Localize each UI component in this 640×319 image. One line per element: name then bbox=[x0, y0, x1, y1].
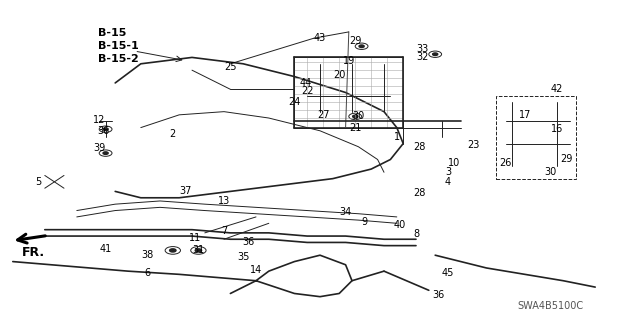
Text: 33: 33 bbox=[416, 44, 429, 55]
Text: 14: 14 bbox=[250, 264, 262, 275]
Text: 16: 16 bbox=[550, 124, 563, 134]
Text: 45: 45 bbox=[442, 268, 454, 278]
Text: 27: 27 bbox=[317, 110, 330, 120]
Text: 32: 32 bbox=[416, 52, 429, 63]
Text: B-15-2: B-15-2 bbox=[98, 54, 139, 64]
Circle shape bbox=[170, 249, 176, 252]
Circle shape bbox=[195, 249, 202, 252]
Text: 22: 22 bbox=[301, 86, 314, 96]
Text: B-15: B-15 bbox=[98, 28, 126, 39]
Text: 3: 3 bbox=[445, 167, 451, 177]
Text: 5: 5 bbox=[35, 177, 42, 187]
Text: 36: 36 bbox=[432, 290, 445, 300]
Text: 44: 44 bbox=[299, 78, 312, 88]
Text: 2: 2 bbox=[170, 129, 176, 139]
Text: 11: 11 bbox=[189, 233, 202, 243]
Text: 38: 38 bbox=[141, 250, 154, 260]
FancyBboxPatch shape bbox=[294, 57, 403, 128]
Text: 39: 39 bbox=[93, 143, 106, 153]
Circle shape bbox=[103, 152, 108, 154]
Text: 36: 36 bbox=[97, 126, 110, 136]
Text: 10: 10 bbox=[448, 158, 461, 168]
Text: B-15-1: B-15-1 bbox=[98, 41, 139, 51]
Text: 30: 30 bbox=[544, 167, 557, 177]
Text: 25: 25 bbox=[224, 62, 237, 72]
Circle shape bbox=[359, 45, 364, 48]
Text: 7: 7 bbox=[221, 226, 227, 236]
Text: 23: 23 bbox=[467, 140, 480, 150]
Text: 21: 21 bbox=[349, 122, 362, 133]
Text: 30: 30 bbox=[352, 111, 365, 122]
Text: 1: 1 bbox=[394, 132, 400, 142]
Text: 6: 6 bbox=[144, 268, 150, 278]
Circle shape bbox=[103, 128, 108, 130]
Text: 17: 17 bbox=[518, 110, 531, 120]
Text: 26: 26 bbox=[499, 158, 512, 168]
Text: 9: 9 bbox=[362, 217, 368, 227]
Text: 36: 36 bbox=[242, 237, 255, 247]
Circle shape bbox=[353, 115, 358, 118]
Text: 12: 12 bbox=[93, 115, 106, 125]
Text: 35: 35 bbox=[237, 252, 250, 262]
Text: 41: 41 bbox=[99, 244, 112, 254]
Text: 42: 42 bbox=[550, 84, 563, 94]
Text: 4: 4 bbox=[445, 177, 451, 187]
Text: 28: 28 bbox=[413, 188, 426, 198]
Text: 24: 24 bbox=[288, 97, 301, 107]
Text: FR.: FR. bbox=[22, 246, 45, 259]
FancyBboxPatch shape bbox=[496, 96, 576, 179]
Text: 28: 28 bbox=[413, 142, 426, 152]
Circle shape bbox=[433, 53, 438, 56]
Text: 19: 19 bbox=[342, 56, 355, 66]
Text: 31: 31 bbox=[192, 245, 205, 256]
Text: SWA4B5100C: SWA4B5100C bbox=[517, 301, 584, 311]
Text: 43: 43 bbox=[314, 33, 326, 43]
Text: 13: 13 bbox=[218, 196, 230, 206]
Text: 8: 8 bbox=[413, 229, 419, 240]
Text: 29: 29 bbox=[560, 154, 573, 165]
Text: 20: 20 bbox=[333, 70, 346, 80]
Text: 40: 40 bbox=[394, 220, 406, 230]
Text: 37: 37 bbox=[179, 186, 192, 197]
Text: 34: 34 bbox=[339, 207, 352, 217]
Text: 29: 29 bbox=[349, 36, 362, 47]
